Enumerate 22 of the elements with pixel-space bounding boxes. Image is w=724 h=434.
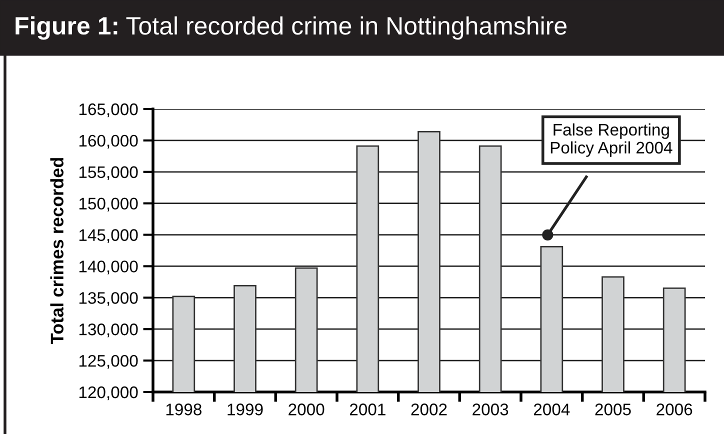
x-tick-label: 2006: [656, 404, 692, 416]
x-tick-label: 2000: [288, 404, 324, 416]
y-axis-title: Total crimes recorded: [50, 158, 64, 344]
y-tick-label: 140,000: [79, 260, 138, 274]
x-tick-label: 2001: [350, 404, 386, 416]
y-tick-label: 120,000: [79, 386, 138, 400]
y-tick-label: 130,000: [79, 324, 138, 338]
chart-title: Figure 1: Total recorded crime in Nottinghamshire: [16, 16, 566, 40]
x-tick-label: 2005: [595, 404, 631, 416]
y-tick-label: 155,000: [79, 166, 138, 180]
x-tick-label: 2003: [472, 404, 508, 416]
x-tick-label: 2002: [411, 404, 447, 416]
y-tick-label: 165,000: [79, 103, 138, 118]
y-tick-label: 145,000: [79, 229, 138, 243]
y-tick-label: 125,000: [79, 354, 138, 369]
x-tick-label: 2004: [534, 404, 570, 416]
x-tick-label: 1998: [166, 404, 202, 416]
y-tick-label: 135,000: [79, 292, 138, 306]
annotation: False Reporting Policy April 2004: [550, 123, 672, 157]
y-tick-label: 160,000: [79, 134, 138, 149]
x-tick-label: 1999: [228, 404, 263, 416]
y-tick-label: 150,000: [79, 198, 138, 212]
